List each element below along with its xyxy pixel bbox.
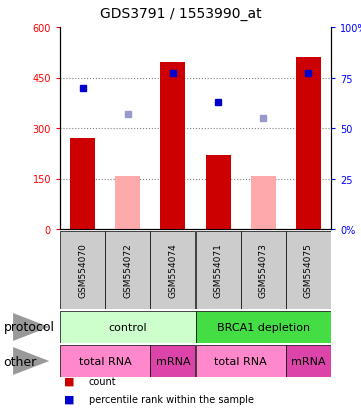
Text: GSM554075: GSM554075 [304,243,313,298]
Bar [60,231,105,309]
Text: total RNA: total RNA [214,356,267,366]
Bar [70,139,95,230]
Bar [286,231,331,309]
Polygon shape [13,347,49,375]
Text: mRNA: mRNA [156,356,190,366]
Bar [115,176,140,230]
Text: GSM554071: GSM554071 [214,243,223,298]
Bar [150,345,196,377]
Text: value, Detection Call = ABSENT: value, Detection Call = ABSENT [89,412,244,413]
Bar [196,311,331,343]
Text: GDS3791 / 1553990_at: GDS3791 / 1553990_at [100,7,261,21]
Bar [60,345,150,377]
Bar [296,58,321,230]
Text: other: other [4,355,37,368]
Polygon shape [13,313,49,341]
Bar [196,231,241,309]
Bar [161,63,185,230]
Bar [150,231,196,309]
Text: control: control [108,322,147,332]
Text: ■: ■ [64,394,74,404]
Text: percentile rank within the sample: percentile rank within the sample [89,394,254,404]
Bar [196,345,286,377]
Bar [105,231,150,309]
Text: protocol: protocol [4,321,55,334]
Text: GSM554070: GSM554070 [78,243,87,298]
Text: ■: ■ [64,412,74,413]
Bar [251,176,276,230]
Bar [241,231,286,309]
Bar [60,311,196,343]
Text: mRNA: mRNA [291,356,326,366]
Text: total RNA: total RNA [79,356,131,366]
Text: BRCA1 depletion: BRCA1 depletion [217,322,310,332]
Text: ■: ■ [64,376,74,386]
Text: GSM554073: GSM554073 [259,243,268,298]
Text: GSM554072: GSM554072 [123,243,132,298]
Text: GSM554074: GSM554074 [169,243,177,298]
Bar [286,345,331,377]
Text: count: count [89,376,117,386]
Bar [206,156,231,230]
